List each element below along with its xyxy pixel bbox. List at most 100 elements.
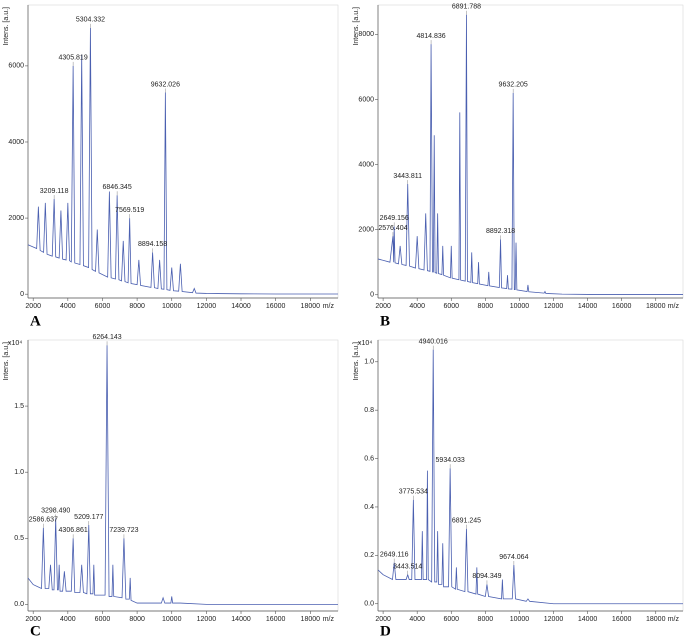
peak-label: 5209.177: [74, 514, 103, 521]
y-tick-label: 6000: [8, 63, 24, 70]
x-tick-label: 16000: [612, 616, 632, 623]
x-tick-label: 4000: [409, 303, 425, 310]
x-tick-label: 10000: [510, 616, 530, 623]
x-tick-label: 6000: [443, 616, 459, 623]
x-tick-label: 16000: [612, 303, 632, 310]
peak-label: 3443.811: [393, 173, 422, 180]
x-tick-label: 18000: [646, 616, 666, 623]
peak-label: 3443.514: [393, 564, 422, 571]
x-tick-label: 6000: [95, 303, 111, 310]
x-tick-label: 14000: [231, 616, 251, 623]
peak-label: 3298.490: [41, 507, 70, 514]
x-tick-label: 8000: [129, 616, 145, 623]
x-tick-label: 10000: [162, 303, 182, 310]
x-tick-label: 4000: [60, 616, 76, 623]
x-tick-label: 6000: [443, 303, 459, 310]
spectrum-line: [27, 345, 338, 605]
peak-label: 7569.519: [115, 207, 144, 214]
x-tick-label: 10000: [510, 303, 530, 310]
peak-label: 7239.723: [109, 527, 138, 534]
peak-label: 4940.016: [419, 339, 448, 346]
x-tick-label: 2000: [25, 303, 41, 310]
x-tick-label: 14000: [578, 303, 598, 310]
x-tick-label: 18000: [646, 303, 666, 310]
y-tick-label: 6000: [358, 96, 374, 103]
y-axis-label: Intens. [a.u.]: [353, 342, 360, 381]
peak-label: 5934.033: [436, 457, 465, 464]
peak-label: 9632.205: [499, 82, 528, 89]
x-tick-label: 12000: [544, 616, 564, 623]
peak-label: 8894.158: [138, 241, 167, 248]
y-tick-label: 0.6: [364, 455, 374, 462]
x-axis-label: m/z: [323, 303, 335, 310]
peak-label: 6891.245: [452, 518, 481, 525]
x-tick-label: 14000: [231, 303, 251, 310]
y-tick-label: 1.0: [14, 469, 24, 476]
x-tick-label: 14000: [578, 616, 598, 623]
peak-label: 4814.836: [416, 33, 445, 40]
x-tick-label: 2000: [375, 616, 391, 623]
x-tick-label: 8000: [478, 303, 494, 310]
y-tick-label: 1.5: [14, 403, 24, 410]
x-tick-label: 2000: [375, 303, 391, 310]
peak-label: 2649.156: [380, 215, 409, 222]
y-tick-label: 2000: [358, 226, 374, 233]
y-tick-label: 2000: [8, 215, 24, 222]
peak-label: 2576.404: [378, 225, 407, 232]
spectrum-line: [377, 14, 683, 295]
x-tick-label: 10000: [162, 616, 182, 623]
peak-label: 8892.318: [486, 228, 515, 235]
plot-frame: [377, 339, 684, 612]
y-tick-label: 4000: [8, 139, 24, 146]
y-axis-label: Intens. [a.u.]: [353, 7, 360, 46]
y-axis-label: Intens. [a.u.]: [3, 7, 10, 46]
y-multiplier: x10⁴: [358, 340, 372, 347]
x-tick-label: 12000: [197, 303, 217, 310]
peak-label: 3209.118: [40, 188, 69, 195]
x-tick-label: 8000: [478, 616, 494, 623]
peak-label: 6891.788: [452, 4, 481, 11]
spectrum-line: [377, 349, 683, 605]
peak-label: 5304.332: [76, 17, 105, 24]
x-tick-label: 4000: [60, 303, 76, 310]
x-tick-label: 18000: [301, 303, 321, 310]
y-tick-label: 0: [370, 292, 374, 299]
peak-label: 6264.143: [92, 334, 121, 341]
y-tick-label: 8000: [358, 31, 374, 38]
y-tick-label: 0: [20, 291, 24, 298]
plot-frame: [377, 4, 684, 299]
x-tick-label: 12000: [197, 616, 217, 623]
x-tick-label: 4000: [409, 616, 425, 623]
peak-label: 9674.064: [499, 554, 528, 561]
peak-label: 9632.026: [151, 81, 180, 88]
y-tick-label: 0.0: [14, 601, 24, 608]
y-tick-label: 1.0: [364, 359, 374, 366]
panel-label: D: [380, 623, 391, 639]
spectrum-line: [27, 27, 338, 295]
peak-label: 6846.345: [103, 184, 132, 191]
x-tick-label: 2000: [25, 616, 41, 623]
x-tick-label: 6000: [95, 616, 111, 623]
peak-label: 3775.534: [399, 489, 428, 496]
x-axis-label: m/z: [668, 303, 680, 310]
y-tick-label: 0.2: [364, 552, 374, 559]
peak-label: 2586.637: [29, 517, 58, 524]
x-tick-label: 12000: [544, 303, 564, 310]
y-multiplier: x10⁴: [8, 340, 22, 347]
x-axis-label: m/z: [323, 616, 335, 623]
panel-label: C: [30, 623, 41, 639]
y-axis-label: Intens. [a.u.]: [3, 342, 10, 381]
x-tick-label: 18000: [301, 616, 321, 623]
panel-label: A: [30, 313, 41, 329]
x-tick-label: 8000: [129, 303, 145, 310]
y-tick-label: 0.0: [364, 601, 374, 608]
peak-label: 2649.116: [380, 551, 409, 558]
y-tick-label: 4000: [358, 161, 374, 168]
x-axis-label: m/z: [668, 616, 680, 623]
x-tick-label: 16000: [266, 303, 286, 310]
y-tick-label: 0.8: [364, 407, 374, 414]
y-tick-label: 0.5: [14, 535, 24, 542]
y-tick-label: 0.4: [364, 504, 374, 511]
peak-label: 4305.819: [59, 55, 88, 62]
